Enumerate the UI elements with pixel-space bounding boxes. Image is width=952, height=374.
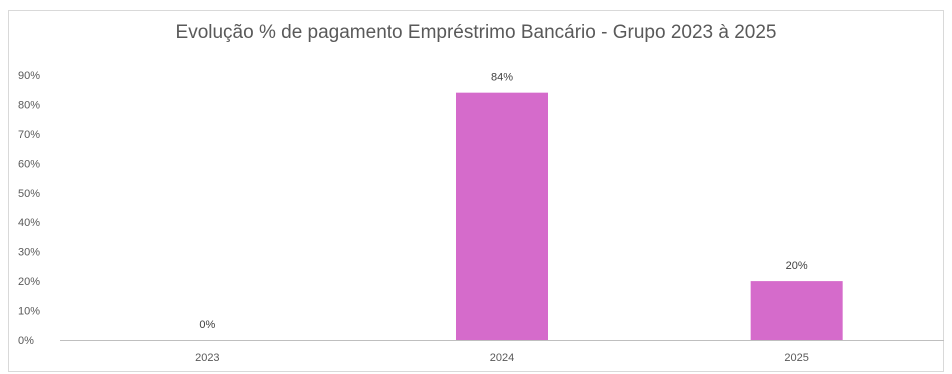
x-tick-label: 2025 <box>784 352 808 364</box>
y-tick-label: 50% <box>18 188 40 200</box>
x-axis-ticks: 2023 2024 2025 <box>195 352 809 364</box>
y-tick-label: 40% <box>18 217 40 229</box>
y-tick-label: 10% <box>18 306 40 318</box>
y-tick-label: 20% <box>18 276 40 288</box>
y-tick-label: 80% <box>18 99 40 111</box>
y-tick-label: 70% <box>18 129 40 141</box>
x-tick-label: 2024 <box>490 352 514 364</box>
y-tick-label: 0% <box>18 335 34 347</box>
data-label: 84% <box>491 72 513 84</box>
bar-2024 <box>456 93 548 340</box>
y-axis-ticks: 0% 10% 20% 30% 40% 50% 60% 70% 80% 90% <box>18 70 40 347</box>
bars <box>456 93 843 340</box>
data-label: 0% <box>199 319 215 331</box>
data-label: 20% <box>786 260 808 272</box>
y-tick-label: 90% <box>18 70 40 82</box>
bar-2025 <box>751 281 843 340</box>
y-tick-label: 60% <box>18 158 40 170</box>
y-tick-label: 30% <box>18 247 40 259</box>
x-tick-label: 2023 <box>195 352 219 364</box>
